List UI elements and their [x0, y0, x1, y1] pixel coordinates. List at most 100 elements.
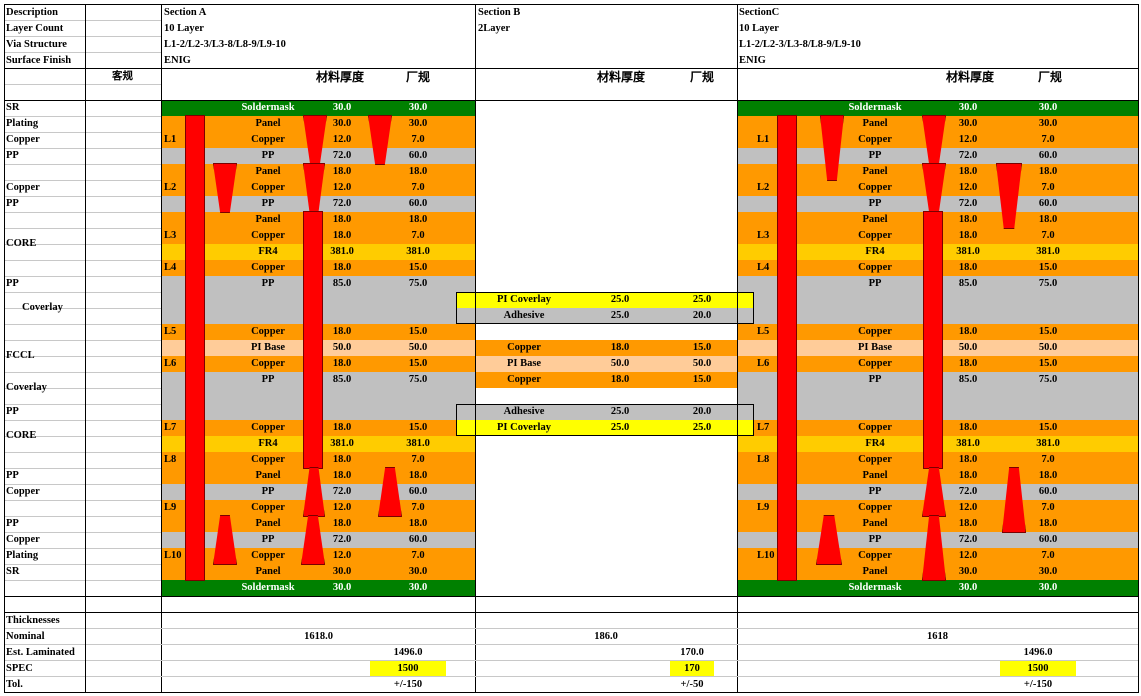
c-material-thickness: 50.0 [958, 342, 978, 353]
row-line [4, 644, 162, 645]
row-line [4, 260, 162, 261]
row-line [4, 308, 162, 309]
a-layer-band [162, 580, 475, 596]
c-layer-name: Copper [858, 230, 892, 241]
col-material-header: 材料厚度 [316, 70, 365, 84]
b-layer-name: PI Coverlay [497, 422, 551, 433]
row-line [4, 52, 162, 53]
b-material-thickness: 25.0 [610, 294, 630, 305]
a-material-thickness: 18.0 [332, 518, 352, 529]
a-layer-id: L6 [164, 358, 177, 369]
a-material-thickness: 30.0 [332, 566, 352, 577]
a-material-thickness: 72.0 [332, 198, 352, 209]
section-header-line: 2Layer [478, 23, 511, 34]
nominal-thickness: 186.0 [594, 631, 618, 642]
a-material-thickness: 72.0 [332, 486, 352, 497]
c-material-thickness: 18.0 [958, 326, 978, 337]
c-material-thickness: 18.0 [958, 214, 978, 225]
row-line [4, 228, 162, 229]
a-factory-thickness: 60.0 [408, 486, 428, 497]
b-coverlay-frame [456, 292, 754, 324]
a-factory-thickness: 7.0 [411, 134, 425, 145]
header-label: Description [6, 7, 58, 18]
left-layer-label: FCCL [6, 350, 35, 361]
c-layer-name: Copper [858, 422, 892, 433]
row-line [4, 548, 162, 549]
row-line [4, 500, 162, 501]
left-layer-label: PP [6, 518, 19, 529]
c-layer-name: PP [868, 198, 882, 209]
row-line [4, 148, 162, 149]
a-material-thickness: 18.0 [332, 454, 352, 465]
laminated-thickness: 1496.0 [1023, 647, 1053, 658]
section-header-line: L1-2/L2-3/L3-8/L8-9/L9-10 [739, 39, 861, 50]
c-factory-thickness: 18.0 [1038, 214, 1058, 225]
b-factory-thickness: 50.0 [692, 358, 712, 369]
nominal-thickness: 1618.0 [304, 631, 333, 642]
left-layer-label: Copper [6, 134, 40, 145]
c-layer-name: Copper [858, 182, 892, 193]
col-material-header: 材料厚度 [946, 70, 995, 84]
b-factory-thickness: 20.0 [692, 310, 712, 321]
via-through [185, 115, 205, 581]
b-layer-name: PI Coverlay [497, 294, 551, 305]
a-layer-name: Panel [255, 470, 281, 481]
row-line [4, 388, 162, 389]
a-material-thickness: 85.0 [332, 278, 352, 289]
c-factory-thickness: 381.0 [1036, 438, 1060, 449]
c-factory-thickness: 60.0 [1038, 486, 1058, 497]
a-layer-name: Panel [255, 518, 281, 529]
section-header-line: Section A [164, 7, 207, 18]
row-line [4, 212, 162, 213]
left-layer-label: PP [6, 406, 19, 417]
c-material-thickness: 12.0 [958, 182, 978, 193]
grid-line [1138, 4, 1139, 693]
c-layer-name: Copper [858, 454, 892, 465]
c-layer-id: L4 [757, 262, 770, 273]
col-factory-header: 厂规 [690, 70, 715, 84]
b-layer-name: Adhesive [503, 406, 545, 417]
b-layer-band [456, 404, 754, 420]
a-layer-band [162, 564, 475, 580]
b-layer-name: Copper [507, 374, 541, 385]
a-material-thickness: 72.0 [332, 534, 352, 545]
c-factory-thickness: 7.0 [1041, 230, 1055, 241]
header-label: Via Structure [6, 39, 67, 50]
c-factory-thickness: 15.0 [1038, 326, 1058, 337]
a-material-thickness: 30.0 [332, 582, 352, 593]
row-line [4, 628, 162, 629]
c-layer-name: Panel [862, 118, 888, 129]
left-layer-label: Copper [6, 486, 40, 497]
c-material-thickness: 72.0 [958, 534, 978, 545]
c-factory-thickness: 30.0 [1038, 118, 1058, 129]
a-layer-id: L7 [164, 422, 177, 433]
a-material-thickness: 18.0 [332, 230, 352, 241]
c-material-thickness: 85.0 [958, 374, 978, 385]
row-line [161, 644, 1138, 645]
grid-line [737, 4, 738, 693]
a-material-thickness: 381.0 [330, 246, 354, 257]
row-line [4, 276, 162, 277]
c-factory-thickness: 60.0 [1038, 198, 1058, 209]
c-layer-name: Panel [862, 166, 888, 177]
row-line [4, 420, 162, 421]
nominal-thickness: 1618 [927, 631, 948, 642]
a-layer-name: Copper [251, 358, 285, 369]
a-material-thickness: 18.0 [332, 358, 352, 369]
a-factory-thickness: 18.0 [408, 470, 428, 481]
a-layer-name: PP [261, 534, 275, 545]
left-layer-label: Copper [6, 534, 40, 545]
grid-line [4, 4, 1138, 5]
a-factory-thickness: 18.0 [408, 518, 428, 529]
c-material-thickness: 18.0 [958, 262, 978, 273]
tolerance: +/-50 [680, 679, 704, 690]
c-material-thickness: 18.0 [958, 518, 978, 529]
c-factory-thickness: 30.0 [1038, 582, 1058, 593]
a-material-thickness: 381.0 [330, 438, 354, 449]
thickness-label: SPEC [6, 663, 33, 674]
a-factory-thickness: 7.0 [411, 454, 425, 465]
a-material-thickness: 30.0 [332, 102, 352, 113]
c-layer-name: Soldermask [848, 582, 902, 593]
c-layer-band [737, 100, 1138, 116]
